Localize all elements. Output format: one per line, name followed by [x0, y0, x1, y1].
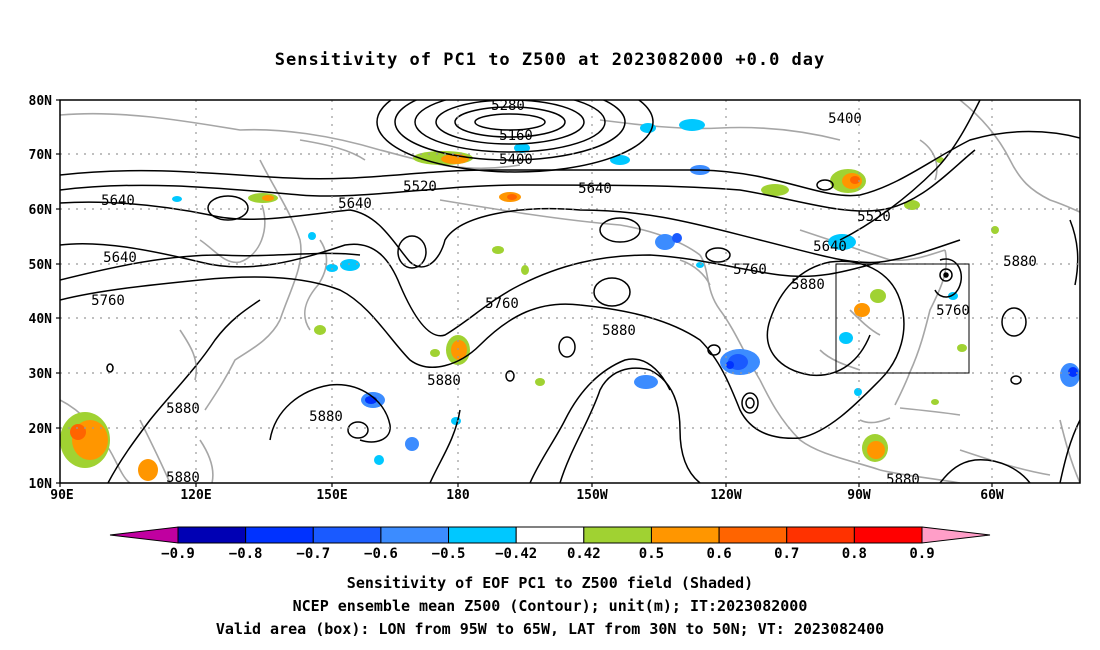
colorbar-tick-label: 0.6	[706, 546, 731, 562]
plot-area	[60, 100, 1080, 483]
z500-contours	[60, 100, 1080, 483]
colorbar: −0.9 −0.8 −0.7 −0.6 −0.5 −0.42 0.42 0.5 0.6 0.7 0.…	[109, 526, 991, 562]
contour-label: 5880	[309, 409, 343, 425]
contour-label: 5880	[427, 373, 461, 389]
colorbar-tick-label: −0.7	[296, 546, 330, 562]
contour-label: 5880	[166, 401, 200, 417]
contour-label: 5520	[403, 179, 437, 195]
contour-label-group: 5280 5160 5400 5400 5520 5520 5640 5640 …	[91, 98, 1037, 488]
colorbar-swatch	[312, 526, 382, 544]
colorbar-min-arrow	[109, 526, 179, 544]
lat-label: 60N	[29, 203, 53, 218]
colorbar-swatch	[786, 526, 855, 544]
colorbar-tick-label: −0.42	[495, 546, 537, 562]
contour-label: 5880	[1003, 254, 1037, 270]
lon-label: 60W	[980, 488, 1004, 503]
figure-title: Sensitivity of PC1 to Z500 at 2023082000…	[274, 50, 826, 70]
contour-label: 5880	[166, 470, 200, 486]
colorbar-tick-label: −0.8	[229, 546, 263, 562]
contour-label: 5280	[491, 98, 525, 114]
contour-label: 5760	[485, 296, 519, 312]
lon-label: 150W	[576, 488, 607, 503]
colorbar-swatch	[515, 526, 585, 544]
contour-label: 5880	[791, 277, 825, 293]
lon-label: 90E	[50, 488, 73, 503]
colorbar-swatch	[448, 526, 517, 544]
lon-label: 150E	[316, 488, 347, 503]
contour-label: 5760	[91, 293, 125, 309]
contour-label: 5640	[578, 181, 612, 197]
contour-label: 5760	[733, 262, 767, 278]
contour-label: 5880	[602, 323, 636, 339]
contour-label: 5640	[813, 239, 847, 255]
contour-label: 5520	[857, 209, 891, 225]
colorbar-swatch	[650, 526, 720, 544]
contour-label: 5640	[101, 193, 135, 209]
lon-label: 90W	[847, 488, 871, 503]
contour-label: 5880	[886, 472, 920, 488]
valid-area-box	[835, 263, 970, 374]
plot-border	[59, 99, 1081, 484]
contour-label: 5400	[499, 152, 533, 168]
colorbar-tick-label: −0.5	[432, 546, 466, 562]
caption-line-1: Sensitivity of EOF PC1 to Z500 field (Sh…	[346, 574, 754, 592]
lon-label: 120W	[710, 488, 741, 503]
caption-line-2: NCEP ensemble mean Z500 (Contour); unit(…	[292, 597, 808, 615]
colorbar-tick-label: 0.42	[567, 546, 601, 562]
colorbar-swatch	[380, 526, 450, 544]
contour-label: 5640	[338, 196, 372, 212]
lat-label: 10N	[29, 477, 53, 492]
colorbar-tick-label: 0.5	[639, 546, 664, 562]
colorbar-swatch	[718, 526, 788, 544]
contour-label: 5760	[936, 303, 970, 319]
axis-ticks	[56, 99, 993, 487]
colorbar-tick-label: 0.7	[774, 546, 799, 562]
lat-label: 80N	[29, 94, 53, 109]
lat-label: 70N	[29, 148, 53, 163]
colorbar-swatch	[853, 526, 923, 544]
colorbar-swatch	[583, 526, 652, 544]
lon-label: 120E	[180, 488, 211, 503]
contour-label: 5400	[828, 111, 862, 127]
contour-label: 5160	[499, 128, 533, 144]
lon-label: 180	[446, 488, 470, 503]
colorbar-swatch	[245, 526, 314, 544]
colorbar-tick-label: 0.8	[842, 546, 867, 562]
colorbar-tick-label: −0.6	[364, 546, 398, 562]
lat-label: 40N	[29, 312, 53, 327]
lat-label: 30N	[29, 367, 53, 382]
lat-axis: 80N 70N 60N 50N 40N 30N 20N 10N	[29, 94, 53, 492]
contour-label: 5640	[103, 250, 137, 266]
colorbar-tick-label: 0.9	[909, 546, 934, 562]
lon-axis: 90E 120E 150E 180 150W 120W 90W 60W	[50, 488, 1004, 503]
lat-label: 50N	[29, 258, 53, 273]
colorbar-swatch	[177, 526, 247, 544]
caption-line-3: Valid area (box): LON from 95W to 65W, L…	[215, 620, 885, 638]
colorbar-max-arrow	[921, 526, 991, 544]
lat-label: 20N	[29, 422, 53, 437]
colorbar-tick-label: −0.9	[161, 546, 195, 562]
